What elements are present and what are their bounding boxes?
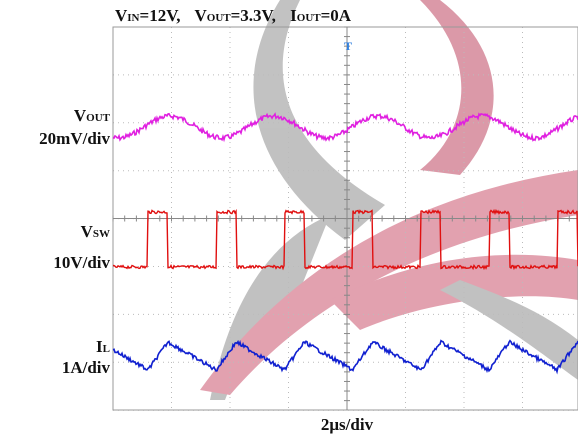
channel-symbol: I	[96, 337, 103, 356]
header-value: =0A	[321, 6, 352, 25]
vout-trace	[112, 112, 578, 143]
trigger-marker: T	[344, 39, 352, 53]
header-symbol: V	[115, 6, 128, 25]
channel-subscript: OUT	[86, 112, 111, 124]
channel-name: VOUT	[74, 106, 111, 125]
timebase: 2μs/div	[321, 415, 374, 434]
watermark	[200, 0, 578, 400]
il-trace	[112, 339, 578, 375]
header: VIN=12V, VOUT=3.3V, IOUT=0A	[115, 6, 352, 25]
channel-symbol: V	[81, 222, 94, 241]
header-subscript: OUT	[207, 12, 232, 24]
header-symbol: V	[195, 6, 208, 25]
header-subscript: IN	[127, 12, 139, 24]
channel-subscript: L	[103, 343, 110, 355]
channel-subscript: SW	[93, 228, 110, 240]
header-value: =12V,	[140, 6, 181, 25]
vsw-trace	[112, 208, 578, 271]
channel-name: VSW	[81, 222, 110, 241]
header-symbol: I	[290, 6, 297, 25]
channel-scale: 20mV/div	[39, 129, 110, 148]
channel-scale: 1A/div	[62, 358, 111, 377]
header-value: =3.3V,	[231, 6, 276, 25]
channel-symbol: V	[74, 106, 87, 125]
header-subscript: OUT	[297, 12, 322, 24]
channel-name: IL	[96, 337, 110, 356]
waveforms	[112, 112, 578, 375]
channel-scale: 10V/div	[53, 253, 110, 272]
